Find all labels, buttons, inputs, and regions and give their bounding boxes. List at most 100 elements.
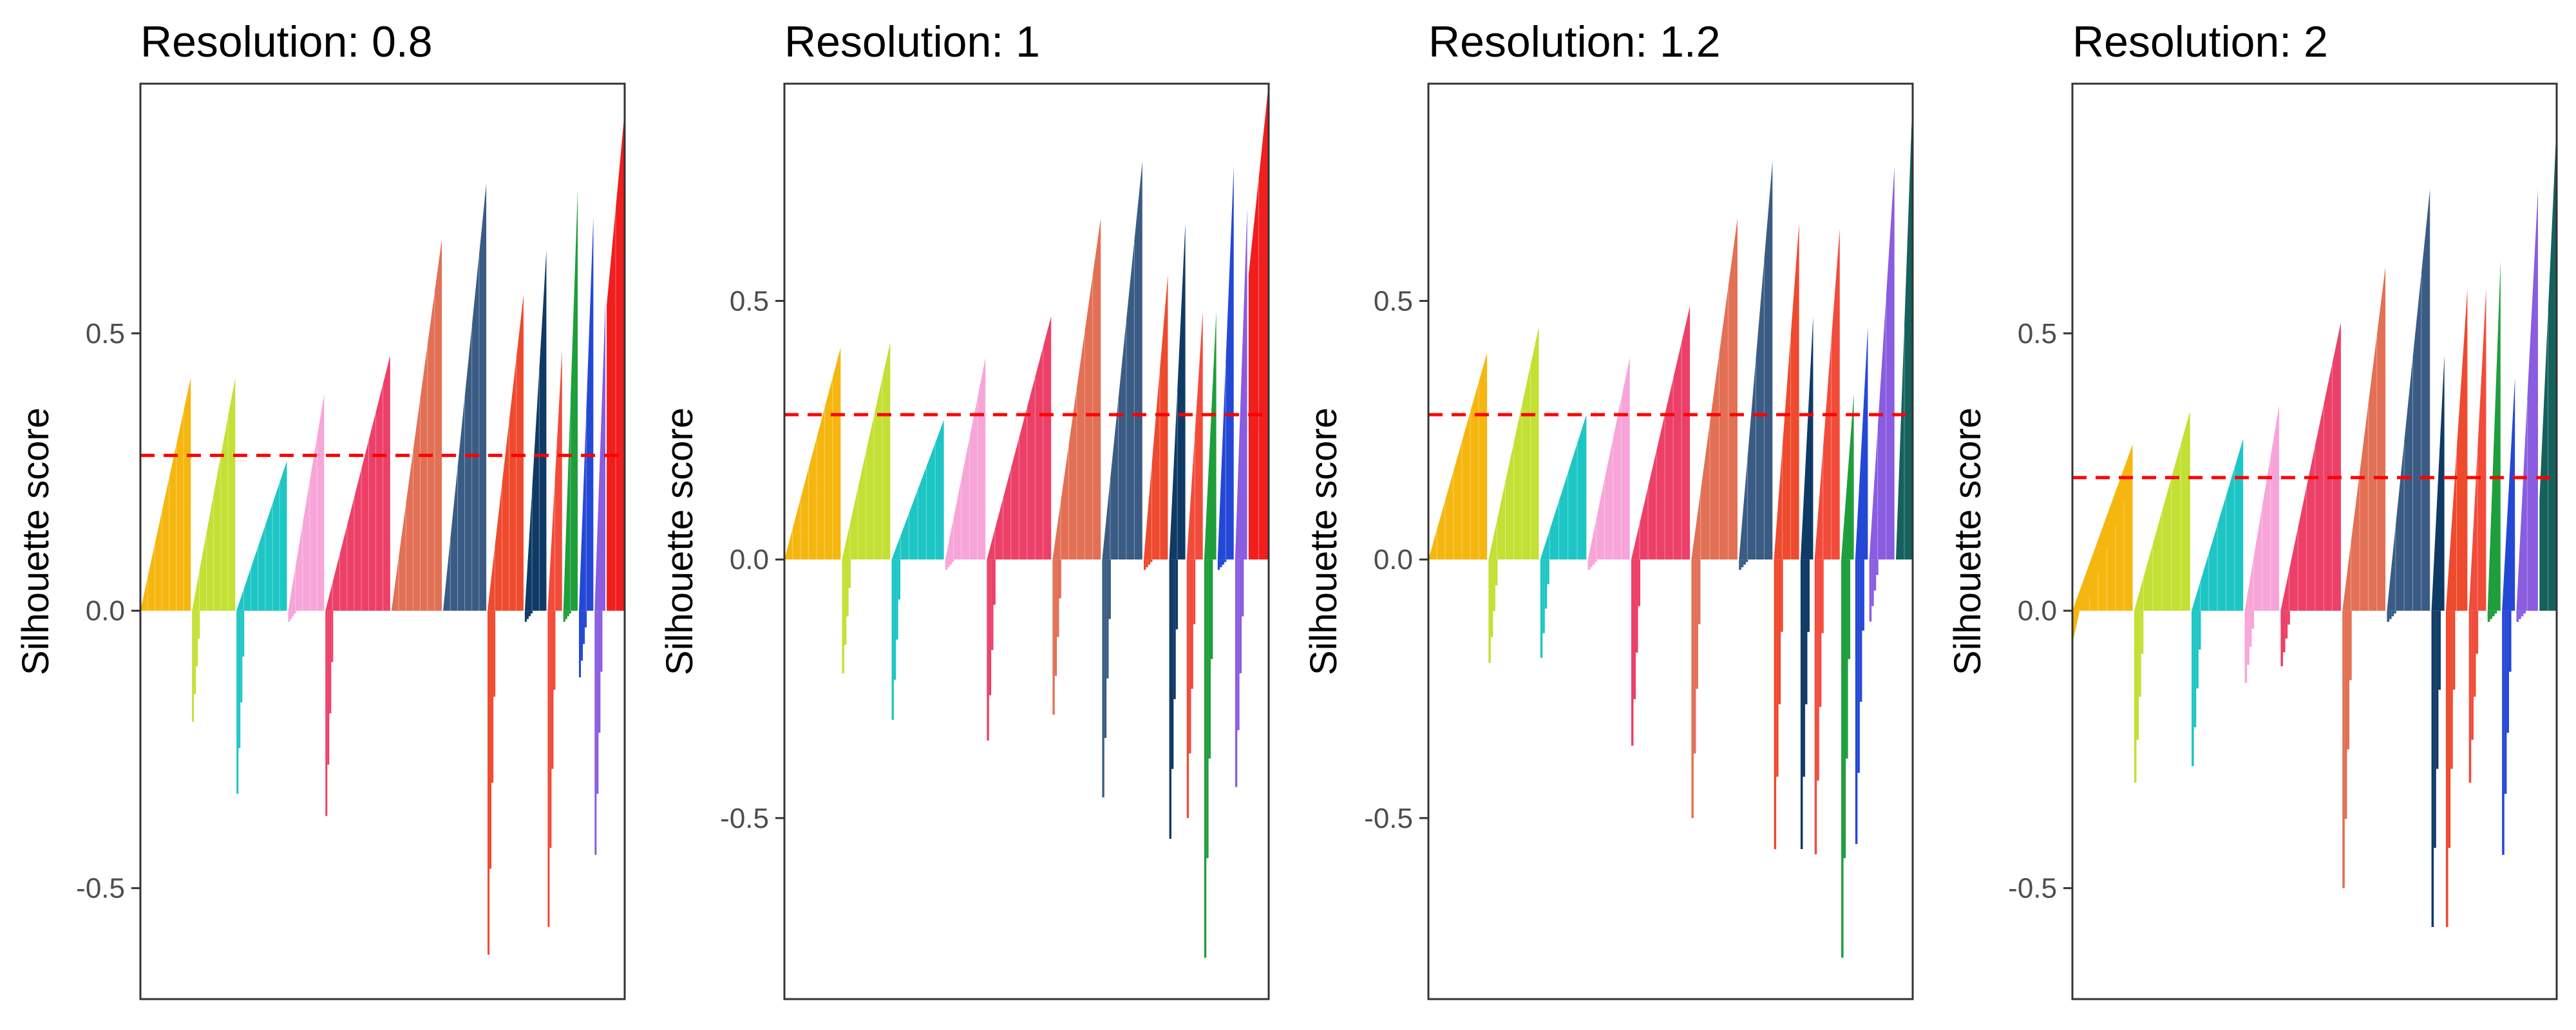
cluster-bar-10 [1814, 228, 1840, 560]
cluster-bar-12 [579, 216, 594, 611]
cluster-bar-7 [1102, 161, 1142, 560]
y-tick-label: 0.5 [86, 318, 125, 350]
cluster-negative-bar-4 [949, 559, 952, 565]
cluster-negative-bar-2 [842, 559, 844, 673]
cluster-bar-10 [547, 350, 562, 611]
cluster-negative-bar-6 [1696, 559, 1698, 689]
cluster-negative-bar-11 [1841, 559, 1844, 958]
cluster-negative-bar-11 [569, 610, 571, 614]
cluster-negative-bar-11 [2494, 610, 2497, 614]
cluster-negative-bar-3 [2193, 610, 2197, 727]
cluster-negative-bar-12 [1859, 559, 1862, 702]
y-axis-label: Silhouette score [1947, 407, 1989, 675]
cluster-negative-bar-3 [2198, 610, 2201, 650]
cluster-bar-8 [488, 294, 524, 611]
cluster-negative-bar-4 [2244, 610, 2248, 683]
cluster-bar-2 [192, 377, 236, 611]
cluster-negative-bar-9 [528, 610, 531, 617]
cluster-negative-bar-8 [493, 610, 496, 697]
cluster-negative-bar-10 [553, 610, 556, 690]
cluster-bar-1 [140, 377, 191, 611]
cluster-negative-bar-8 [1143, 559, 1146, 570]
cluster-negative-bar-9 [526, 610, 529, 619]
cluster-negative-bar-13 [2519, 610, 2521, 619]
cluster-negative-bar-8 [1778, 559, 1781, 705]
cluster-bar-3 [1540, 415, 1587, 560]
cluster-bar-1 [2072, 444, 2133, 611]
cluster-bar-8 [1143, 275, 1168, 560]
cluster-negative-bar-8 [1150, 559, 1153, 563]
cluster-negative-bar-4 [2251, 610, 2255, 629]
cluster-negative-bar-7 [1745, 559, 1748, 563]
cluster-negative-bar-9 [1803, 559, 1805, 777]
cluster-bar-5 [2280, 322, 2341, 611]
cluster-negative-bar-12 [1217, 559, 1220, 570]
cluster-negative-bar-2 [1495, 559, 1498, 586]
cluster-bar-4 [2244, 405, 2280, 611]
cluster-negative-bar-12 [2504, 610, 2507, 794]
cluster-negative-bar-9 [2445, 610, 2448, 927]
cluster-negative-bar-9 [1171, 559, 1174, 769]
cluster-bar-10 [2468, 288, 2486, 611]
cluster-bar-9 [524, 250, 547, 611]
cluster-negative-bar-13 [2521, 610, 2524, 617]
cluster-bar-5 [987, 316, 1052, 560]
cluster-negative-bar-6 [1059, 559, 1061, 599]
cluster-negative-bar-5 [1638, 559, 1641, 606]
cluster-bar-11 [2487, 261, 2501, 611]
cluster-negative-bar-7 [2387, 610, 2390, 622]
cluster-negative-bar-5 [993, 559, 996, 605]
cluster-negative-bar-2 [2139, 610, 2141, 697]
cluster-negative-bar-9 [2452, 610, 2456, 690]
cluster-negative-bar-9 [1807, 559, 1810, 632]
cluster-negative-bar-12 [2508, 610, 2512, 672]
cluster-negative-bar-13 [596, 610, 599, 794]
cluster-negative-bar-13 [600, 610, 603, 672]
cluster-bar-1 [784, 347, 841, 560]
cluster-negative-bar-11 [1846, 559, 1848, 759]
cluster-negative-bar-5 [1633, 559, 1636, 700]
cluster-bar-12 [1855, 326, 1868, 560]
cluster-negative-bar-10 [549, 610, 552, 848]
cluster-bar-7 [443, 183, 487, 611]
cluster-negative-bar-11 [2492, 610, 2495, 617]
cluster-negative-bar-8 [1146, 559, 1148, 568]
cluster-negative-bar-6 [1057, 559, 1059, 637]
cluster-negative-bar-12 [1855, 559, 1858, 844]
cluster-negative-bar-4 [2247, 610, 2249, 665]
panel-4: Resolution: 2 Silhouette score -0.5 0.0 0.5 [1947, 17, 2558, 1000]
cluster-negative-bar-10 [1189, 559, 1191, 754]
cluster-negative-bar-6 [1693, 559, 1696, 754]
cluster-negative-bar-2 [846, 559, 849, 617]
cluster-negative-bar-9 [524, 610, 527, 622]
cluster-bar-4 [1587, 357, 1630, 560]
cluster-negative-bar-4 [1595, 559, 1597, 563]
cluster-negative-bar-13 [1869, 559, 1872, 622]
cluster-negative-bar-4 [290, 610, 292, 619]
y-tick-label: -0.5 [2008, 873, 2057, 904]
cluster-negative-bar-2 [848, 559, 851, 588]
cluster-negative-bar-11 [1206, 559, 1209, 859]
cluster-negative-bar-4 [945, 559, 948, 570]
cluster-negative-bar-9 [1800, 559, 1803, 850]
cluster-negative-bar-5 [2280, 610, 2283, 666]
cluster-negative-bar-10 [2476, 610, 2479, 654]
cluster-negative-bar-12 [581, 610, 583, 661]
cluster-negative-bar-11 [565, 610, 567, 619]
cluster-negative-bar-7 [1739, 559, 1741, 570]
cluster-negative-bar-6 [2342, 610, 2345, 888]
y-tick-label: 0.0 [1374, 544, 1413, 576]
cluster-negative-bar-6 [1052, 559, 1055, 715]
cluster-negative-bar-13 [1237, 559, 1240, 731]
cluster-negative-bar-4 [1592, 559, 1595, 565]
cluster-negative-bar-3 [238, 610, 241, 749]
cluster-negative-bar-12 [2502, 610, 2505, 855]
cluster-negative-bar-3 [242, 610, 245, 657]
cluster-bar-11 [1204, 311, 1217, 560]
cluster-bar-8 [2431, 355, 2445, 611]
cluster-negative-bar-11 [1204, 559, 1207, 958]
y-tick-label: -0.5 [76, 873, 125, 904]
cluster-negative-bar-3 [240, 610, 243, 702]
cluster-negative-bar-3 [1547, 559, 1549, 585]
